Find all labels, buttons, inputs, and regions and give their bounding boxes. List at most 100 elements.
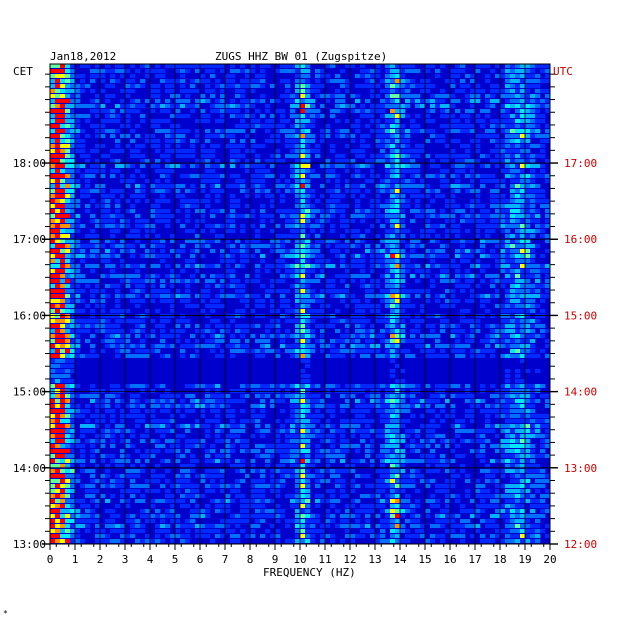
spectrogram-cell [490, 324, 496, 328]
spectrogram-cell [510, 434, 516, 438]
spectrogram-cell [180, 249, 186, 253]
spectrogram-cell [300, 369, 306, 373]
spectrogram-cell [135, 144, 141, 148]
spectrogram-cell [490, 134, 496, 138]
spectrogram-cell [515, 374, 521, 378]
spectrogram-cell [525, 139, 531, 143]
spectrogram-cell [515, 254, 521, 258]
spectrogram-cell [400, 424, 406, 428]
spectrogram-cell [295, 134, 301, 138]
spectrogram-cell [110, 84, 116, 88]
spectrogram-cell [490, 444, 496, 448]
spectrogram-cell [195, 159, 201, 163]
spectrogram-cell [155, 404, 161, 408]
spectrogram-cell [125, 69, 131, 73]
spectrogram-cell [455, 209, 461, 213]
spectrogram-cell [535, 99, 541, 103]
spectrogram-cell [260, 254, 266, 258]
spectrogram-cell [420, 289, 426, 293]
spectrogram-cell [530, 449, 536, 453]
spectrogram-cell [280, 289, 286, 293]
spectrogram-cell [315, 69, 321, 73]
spectrogram-cell [275, 334, 281, 338]
spectrogram-cell [300, 269, 306, 273]
spectrogram-cell [390, 394, 396, 398]
spectrogram-cell [70, 419, 76, 423]
spectrogram-cell [510, 179, 516, 183]
spectrogram-cell [145, 64, 151, 68]
spectrogram-cell [50, 264, 56, 268]
spectrogram-cell [540, 134, 546, 138]
spectrogram-cell [280, 69, 286, 73]
spectrogram-cell [425, 404, 431, 408]
spectrogram-cell [390, 254, 396, 258]
spectrogram-cell [220, 84, 226, 88]
spectrogram-cell [290, 164, 296, 168]
spectrogram-cell [155, 219, 161, 223]
spectrogram-cell [545, 439, 551, 443]
spectrogram-cell [260, 354, 266, 358]
spectrogram-cell [435, 189, 441, 193]
spectrogram-cell [490, 354, 496, 358]
spectrogram-cell [475, 229, 481, 233]
spectrogram-cell [485, 164, 491, 168]
spectrogram-cell [295, 119, 301, 123]
spectrogram-cell [85, 254, 91, 258]
spectrogram-cell [265, 334, 271, 338]
spectrogram-cell [85, 354, 91, 358]
spectrogram-cell [270, 349, 276, 353]
spectrogram-cell [295, 419, 301, 423]
spectrogram-cell [160, 109, 166, 113]
spectrogram-cell [240, 294, 246, 298]
spectrogram-cell [280, 429, 286, 433]
spectrogram-cell [70, 349, 76, 353]
spectrogram-cell [440, 249, 446, 253]
spectrogram-cell [270, 159, 276, 163]
spectrogram-cell [80, 139, 86, 143]
spectrogram-cell [135, 284, 141, 288]
spectrogram-cell [165, 184, 171, 188]
spectrogram-cell [480, 124, 486, 128]
spectrogram-cell [410, 449, 416, 453]
spectrogram-cell [285, 154, 291, 158]
spectrogram-cell [485, 344, 491, 348]
spectrogram-cell [300, 189, 306, 193]
spectrogram-cell [385, 159, 391, 163]
spectrogram-cell [140, 144, 146, 148]
spectrogram-cell [385, 449, 391, 453]
spectrogram-cell [400, 129, 406, 133]
spectrogram-cell [65, 359, 71, 363]
spectrogram-cell [510, 439, 516, 443]
spectrogram-cell [240, 429, 246, 433]
spectrogram-cell [475, 354, 481, 358]
spectrogram-cell [80, 84, 86, 88]
spectrogram-cell [235, 184, 241, 188]
spectrogram-cell [135, 229, 141, 233]
spectrogram-cell [110, 434, 116, 438]
spectrogram-cell [265, 349, 271, 353]
spectrogram-cell [390, 374, 396, 378]
spectrogram-cell [455, 354, 461, 358]
spectrogram-cell [460, 284, 466, 288]
spectrogram-cell [360, 389, 366, 393]
spectrogram-cell [175, 424, 181, 428]
spectrogram-cell [490, 459, 496, 463]
spectrogram-cell [135, 419, 141, 423]
spectrogram-cell [470, 179, 476, 183]
spectrogram-cell [440, 179, 446, 183]
spectrogram-cell [300, 254, 306, 258]
spectrogram-cell [425, 114, 431, 118]
spectrogram-cell [215, 384, 221, 388]
spectrogram-cell [510, 214, 516, 218]
spectrogram-cell [90, 269, 96, 273]
spectrogram-cell [155, 344, 161, 348]
spectrogram-cell [515, 144, 521, 148]
spectrogram-cell [120, 64, 126, 68]
spectrogram-cell [270, 99, 276, 103]
spectrogram-cell [390, 404, 396, 408]
spectrogram-cell [245, 394, 251, 398]
spectrogram-cell [380, 449, 386, 453]
spectrogram-cell [515, 129, 521, 133]
spectrogram-cell [510, 459, 516, 463]
spectrogram-cell [405, 289, 411, 293]
